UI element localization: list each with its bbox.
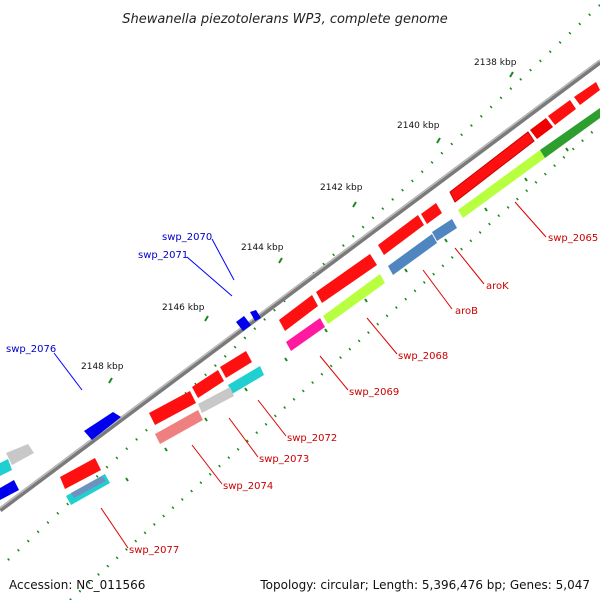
gene-block[interactable] bbox=[149, 391, 196, 425]
gene-label-swp_2069[interactable]: swp_2069 bbox=[349, 387, 399, 398]
kbp-tick bbox=[204, 315, 209, 322]
gene-label-swp_2071[interactable]: swp_2071 bbox=[138, 250, 188, 261]
label-leaders-blue bbox=[53, 238, 235, 391]
kbp-label-2144: 2144 kbp bbox=[241, 243, 284, 253]
forward-genes-row2 bbox=[66, 108, 600, 505]
kbp-tick bbox=[352, 201, 357, 208]
gene-block[interactable] bbox=[228, 366, 264, 394]
gene-block[interactable] bbox=[192, 370, 224, 398]
gene-block[interactable] bbox=[60, 458, 101, 489]
gene-block[interactable] bbox=[540, 108, 600, 158]
gene-label-swp_2068[interactable]: swp_2068 bbox=[398, 351, 448, 362]
gene-block[interactable] bbox=[449, 131, 535, 203]
gene-block[interactable] bbox=[155, 410, 203, 444]
gene-block[interactable] bbox=[198, 387, 234, 413]
gene-label-swp_2072[interactable]: swp_2072 bbox=[287, 433, 337, 444]
reverse-genes bbox=[0, 310, 261, 500]
forward-genes bbox=[60, 82, 600, 489]
gene-block[interactable] bbox=[236, 316, 251, 331]
kbp-tick bbox=[278, 257, 283, 264]
gene-label-swp_2074[interactable]: swp_2074 bbox=[223, 481, 273, 492]
gene-label-swp_2065[interactable]: swp_2065 bbox=[548, 233, 598, 244]
gene-label-aroB[interactable]: aroB bbox=[455, 306, 478, 317]
kbp-tick bbox=[108, 377, 113, 384]
inner-tick-marks bbox=[125, 147, 569, 482]
gene-label-swp_2076[interactable]: swp_2076 bbox=[6, 344, 56, 355]
gene-label-swp_2073[interactable]: swp_2073 bbox=[259, 454, 309, 465]
gene-block[interactable] bbox=[84, 412, 121, 440]
gene-block[interactable] bbox=[458, 150, 545, 218]
gene-block[interactable] bbox=[286, 318, 325, 351]
label-leaders-red bbox=[100, 201, 547, 549]
kbp-tick bbox=[509, 71, 514, 78]
gene-block[interactable] bbox=[71, 476, 106, 498]
kbp-label-2148: 2148 kbp bbox=[81, 362, 124, 372]
gene-block[interactable] bbox=[548, 100, 576, 125]
gene-block[interactable] bbox=[574, 82, 600, 105]
kbp-label-2146: 2146 kbp bbox=[162, 303, 205, 313]
gene-block[interactable] bbox=[378, 215, 424, 255]
kbp-label-2138: 2138 kbp bbox=[474, 58, 517, 68]
kbp-tick bbox=[436, 137, 441, 144]
gene-block[interactable] bbox=[388, 234, 437, 275]
kbp-ticks bbox=[108, 71, 514, 384]
gene-block[interactable] bbox=[0, 480, 19, 500]
gene-block[interactable] bbox=[6, 444, 34, 465]
gene-block[interactable] bbox=[530, 118, 553, 139]
gene-block[interactable] bbox=[316, 254, 377, 303]
kbp-label-2140: 2140 kbp bbox=[397, 121, 440, 131]
genome-summary-text: Topology: circular; Length: 5,396,476 bp… bbox=[260, 578, 590, 592]
gene-block[interactable] bbox=[0, 459, 12, 476]
gene-label-swp_2077[interactable]: swp_2077 bbox=[129, 545, 179, 556]
gene-block[interactable] bbox=[279, 295, 318, 331]
map-title: Shewanella piezotolerans WP3, complete g… bbox=[122, 12, 448, 27]
genome-backbone bbox=[0, 59, 600, 513]
gene-label-swp_2070[interactable]: swp_2070 bbox=[162, 232, 212, 243]
gene-block[interactable] bbox=[220, 351, 252, 378]
gene-label-aroK[interactable]: aroK bbox=[486, 281, 509, 292]
accession-text: Accession: NC_011566 bbox=[9, 578, 146, 592]
gene-block[interactable] bbox=[250, 310, 261, 321]
inner-dotted-track bbox=[69, 124, 600, 600]
gene-block[interactable] bbox=[432, 219, 457, 241]
gene-block[interactable] bbox=[421, 203, 442, 224]
kbp-label-2142: 2142 kbp bbox=[320, 183, 363, 193]
gene-block[interactable] bbox=[323, 274, 385, 324]
